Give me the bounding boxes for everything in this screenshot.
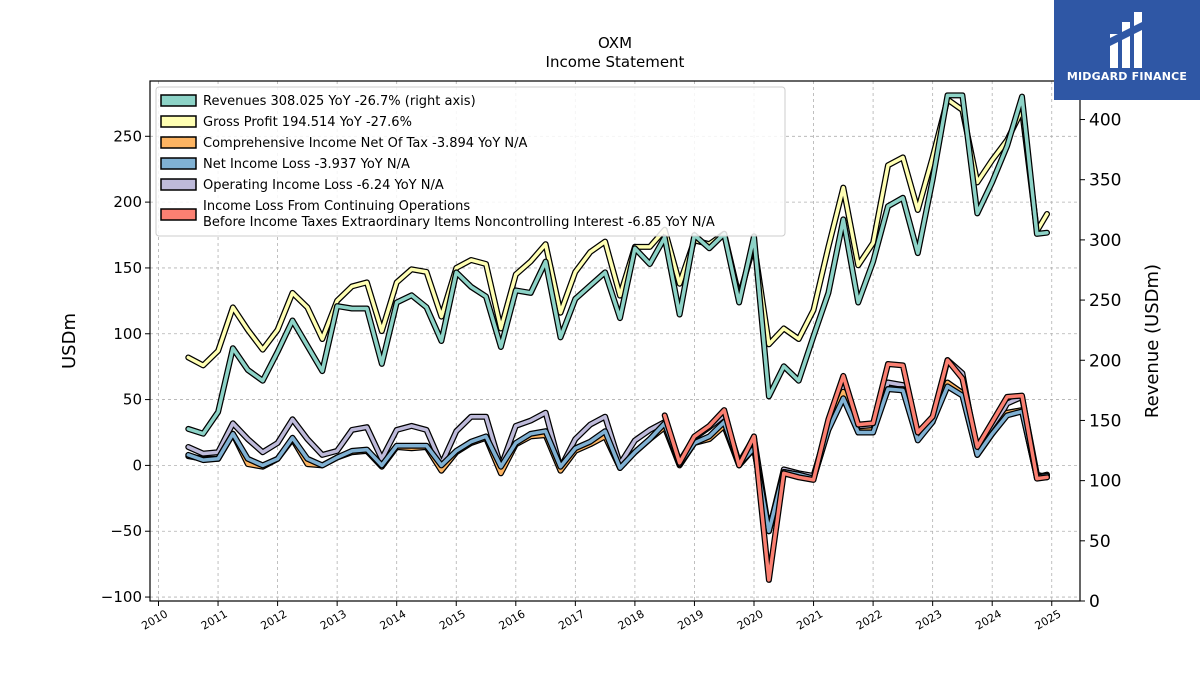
legend-label: Comprehensive Income Net Of Tax -3.894 Y… xyxy=(203,136,528,151)
y-axis-label-left: USDm xyxy=(59,313,80,369)
series-line xyxy=(661,357,1050,583)
series-stroke xyxy=(186,97,1049,368)
x-tick-label: 2016 xyxy=(497,607,528,632)
legend-label: Gross Profit 194.514 YoY -27.6% xyxy=(203,115,412,130)
x-tick-label: 2015 xyxy=(437,607,468,632)
y-tick-label-left: −100 xyxy=(101,588,142,606)
y-axis-label-right: Revenue (USDm) xyxy=(1142,264,1163,418)
x-tick-label: 2012 xyxy=(258,607,289,632)
y-tick-label-left: 200 xyxy=(113,193,142,211)
legend-swatch xyxy=(160,94,197,107)
legend-label-line: Before Income Taxes Extraordinary Items … xyxy=(203,215,715,230)
x-tick-label: 2021 xyxy=(794,607,825,632)
y-tick-label-left: 100 xyxy=(113,325,142,343)
series-stroke xyxy=(186,93,1049,436)
x-tick-label: 2011 xyxy=(199,607,230,632)
series-line xyxy=(185,96,1050,369)
legend: Revenues 308.025 YoY -26.7% (right axis)… xyxy=(155,86,786,237)
x-tick-label: 2018 xyxy=(616,607,647,632)
x-tick-label: 2022 xyxy=(854,607,885,632)
chart-subtitle: Income Statement xyxy=(546,53,685,71)
y-tick-label-left: 0 xyxy=(132,456,142,474)
y-tick-label-right: 300 xyxy=(1089,231,1121,251)
y-tick-label-right: 100 xyxy=(1089,472,1121,492)
legend-label: Operating Income Loss -6.24 YoY N/A xyxy=(203,178,444,193)
y-tick-label-left: 150 xyxy=(113,259,142,277)
y-tick-label-right: 50 xyxy=(1089,532,1111,552)
legend-box xyxy=(155,86,786,237)
logo-text: MIDGARD FINANCE xyxy=(1066,70,1188,83)
plot-frame xyxy=(149,80,1081,602)
series-outline xyxy=(185,357,1050,535)
legend-swatch xyxy=(160,115,197,128)
legend-swatch xyxy=(160,157,197,170)
y-tick-label-right: 150 xyxy=(1089,411,1121,431)
series-stroke xyxy=(186,384,1049,533)
chart-title: OXM xyxy=(598,34,632,52)
legend-label: Revenues 308.025 YoY -26.7% (right axis) xyxy=(203,94,476,109)
series-line xyxy=(185,357,1050,535)
x-tick-label: 2019 xyxy=(675,607,706,632)
legend-swatch xyxy=(160,178,197,191)
y-tick-label-right: 0 xyxy=(1089,592,1100,612)
y-tick-label-left: 250 xyxy=(113,127,142,145)
x-tick-label: 2017 xyxy=(556,607,587,632)
y-tick-label-right: 250 xyxy=(1089,291,1121,311)
x-tick-label: 2023 xyxy=(914,607,945,632)
series-lines xyxy=(185,92,1050,583)
x-tick-label: 2024 xyxy=(973,607,1004,632)
x-tick-label: 2020 xyxy=(735,607,766,632)
logo-badge: MIDGARD FINANCE xyxy=(1054,0,1200,100)
x-tick-label: 2010 xyxy=(139,607,170,632)
series-stroke xyxy=(662,358,1049,582)
y-tick-label-right: 350 xyxy=(1089,171,1121,191)
legend-label-line: Income Loss From Continuing Operations xyxy=(203,199,470,214)
series-line xyxy=(185,92,1050,437)
y-tick-label-left: −50 xyxy=(110,522,142,540)
y-tick-label-left: 50 xyxy=(123,391,142,409)
x-tick-label: 2025 xyxy=(1033,607,1064,632)
legend-label: Income Loss From Continuing Operations Be… xyxy=(203,199,715,230)
y-tick-label-right: 400 xyxy=(1089,111,1121,131)
series-line xyxy=(185,383,1050,535)
y-tick-label-right: 200 xyxy=(1089,351,1121,371)
x-tick-label: 2013 xyxy=(318,607,349,632)
legend-swatch xyxy=(160,136,197,149)
x-tick-label: 2014 xyxy=(378,607,409,632)
series-outline xyxy=(661,357,1050,583)
legend-swatch xyxy=(160,208,197,221)
midgard-logo-icon xyxy=(1110,12,1142,68)
legend-label: Net Income Loss -3.937 YoY N/A xyxy=(203,157,410,172)
